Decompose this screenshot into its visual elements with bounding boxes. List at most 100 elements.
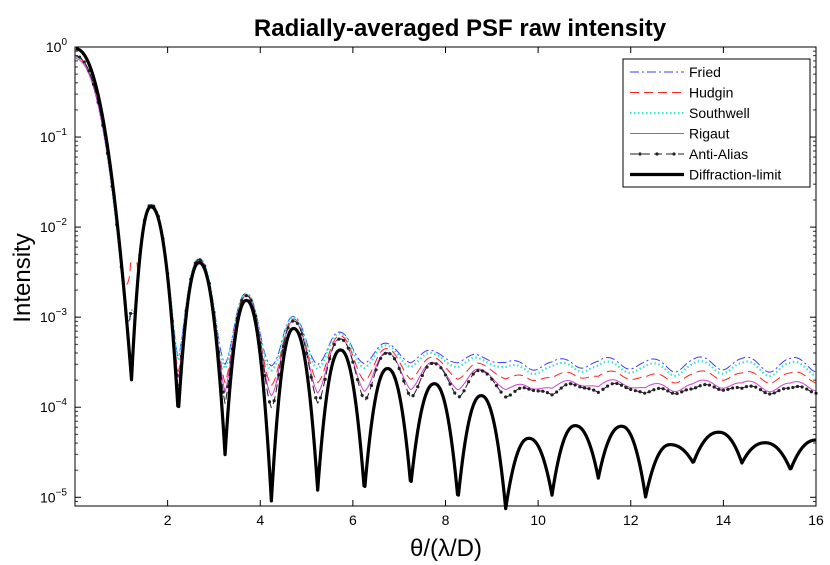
series-marker	[406, 391, 411, 395]
x-axis-label: θ/(λ/D)	[410, 535, 482, 562]
series-marker	[508, 393, 512, 397]
series-marker	[286, 326, 290, 330]
series-marker	[638, 390, 642, 394]
series-marker	[416, 385, 420, 389]
y-tick-exponent: −4	[56, 397, 68, 408]
legend-label-hudgin: Hudgin	[689, 85, 733, 101]
series-marker	[809, 390, 813, 394]
series-marker	[661, 387, 665, 391]
series-marker	[434, 362, 438, 366]
series-marker	[781, 387, 786, 391]
series-marker	[430, 361, 434, 366]
series-marker	[513, 389, 517, 393]
series-marker	[351, 360, 355, 364]
x-tick-label: 2	[164, 512, 172, 528]
series-marker	[684, 388, 688, 392]
series-marker	[707, 383, 712, 387]
series-marker	[624, 385, 628, 390]
series-marker	[578, 385, 582, 389]
series-marker	[582, 386, 587, 390]
series-marker	[198, 258, 202, 262]
series-marker	[78, 55, 82, 59]
y-tick-exponent: −1	[56, 127, 68, 138]
series-marker	[277, 373, 281, 377]
series-marker	[328, 356, 332, 361]
series-marker	[740, 386, 744, 390]
series-marker	[337, 337, 341, 341]
y-tick-exponent: 0	[61, 37, 67, 48]
series-marker	[559, 386, 563, 390]
series-marker	[564, 383, 568, 387]
legend-box	[622, 58, 811, 188]
series-marker	[693, 386, 698, 390]
y-tick-exponent: −3	[56, 307, 68, 318]
series-marker	[777, 389, 781, 393]
series-marker	[304, 351, 309, 355]
series-marker	[717, 387, 721, 391]
series-marker	[128, 311, 133, 316]
series-marker	[652, 388, 656, 392]
series-marker	[504, 395, 508, 399]
series-marker	[490, 377, 494, 381]
series-marker	[485, 372, 489, 376]
series-marker	[555, 390, 559, 394]
series-marker	[795, 384, 800, 389]
series-marker	[721, 388, 725, 392]
y-tick-label: 10−1	[40, 127, 67, 145]
chart-title: Radially-averaged PSF raw intensity	[254, 15, 667, 42]
series-marker	[411, 394, 415, 398]
series-marker	[805, 387, 809, 391]
y-tick-label: 100	[46, 37, 68, 55]
series-marker	[462, 389, 466, 393]
legend-marker	[655, 152, 659, 156]
y-tick-label: 10−4	[40, 397, 67, 415]
series-marker	[291, 319, 295, 323]
series-marker	[355, 378, 360, 382]
series-marker	[610, 382, 614, 386]
legend-label-anti-alias: Anti-Alias	[689, 146, 748, 162]
series-marker	[592, 388, 596, 392]
series-marker	[420, 373, 424, 378]
series-marker	[596, 390, 600, 394]
legend-marker	[638, 152, 642, 156]
series-marker	[323, 377, 327, 381]
legend-entry-fried: Fried	[630, 64, 721, 80]
y-tick-base: 10	[40, 309, 56, 325]
y-tick-base: 10	[40, 129, 56, 145]
series-marker	[439, 366, 443, 370]
y-tick-base: 10	[40, 399, 56, 415]
series-marker	[629, 387, 633, 392]
legend-label-fried: Fried	[689, 64, 721, 80]
series-marker	[744, 385, 749, 389]
series-marker	[731, 386, 735, 390]
series-marker	[300, 332, 304, 336]
series-marker	[726, 387, 730, 391]
x-tick-label: 16	[808, 512, 824, 528]
y-tick-base: 10	[40, 219, 56, 235]
x-tick-label: 8	[442, 512, 450, 528]
series-marker	[550, 393, 554, 397]
legend-entry-southwell: Southwell	[630, 105, 750, 121]
series-marker	[587, 387, 591, 391]
legend-label-southwell: Southwell	[689, 105, 750, 121]
series-marker	[342, 338, 346, 343]
series-marker	[735, 385, 739, 390]
series-marker	[346, 346, 350, 350]
series-marker	[531, 388, 536, 393]
series-marker	[471, 372, 475, 376]
series-marker	[397, 366, 401, 371]
series-marker	[448, 382, 452, 386]
series-marker	[763, 390, 767, 395]
series-marker	[712, 385, 716, 389]
series-marker	[314, 396, 318, 400]
series-marker	[244, 294, 248, 298]
series-marker	[666, 389, 670, 393]
series-marker	[656, 386, 661, 391]
series-marker	[383, 351, 387, 355]
series-marker	[573, 383, 577, 387]
series-marker	[680, 390, 684, 394]
series-marker	[527, 387, 531, 391]
series-marker	[800, 385, 804, 389]
series-marker	[82, 60, 86, 64]
